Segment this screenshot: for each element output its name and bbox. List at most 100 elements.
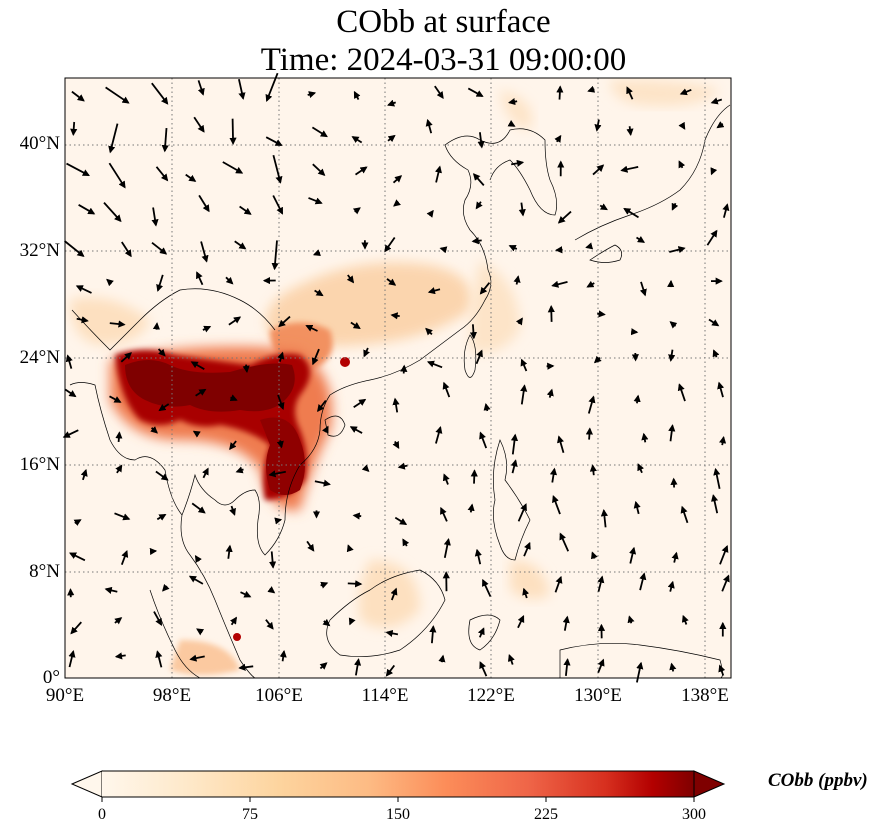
wind-arrow xyxy=(385,629,399,637)
wind-arrow xyxy=(308,197,323,205)
wind-arrow xyxy=(397,462,408,470)
wind-arrow xyxy=(470,469,478,484)
wind-arrow xyxy=(678,160,686,169)
wind-arrow xyxy=(717,381,725,398)
wind-arrow xyxy=(229,505,236,516)
wind-arrow xyxy=(510,433,519,455)
wind-arrow xyxy=(151,207,159,227)
wind-arrow xyxy=(194,554,202,563)
wind-arrow xyxy=(188,575,204,585)
wind-arrow xyxy=(76,316,89,324)
wind-arrow xyxy=(277,351,285,362)
wind-arrow xyxy=(393,199,401,207)
wind-arrow xyxy=(510,459,518,474)
wind-arrow xyxy=(189,654,205,662)
lon-tick-label: 122°E xyxy=(467,685,515,706)
wind-arrow xyxy=(276,440,284,449)
lon-tick-label: 90°E xyxy=(45,685,85,706)
wind-arrow xyxy=(66,162,90,177)
wind-arrow xyxy=(442,473,450,485)
wind-arrow xyxy=(392,175,403,184)
wind-arrow xyxy=(511,159,525,167)
wind-arrow xyxy=(669,321,678,329)
wind-arrow xyxy=(641,432,649,443)
wind-arrow xyxy=(620,165,639,173)
wind-arrow xyxy=(104,586,118,594)
wind-arrow xyxy=(202,325,212,333)
wind-arrow xyxy=(320,581,329,589)
wind-arrow xyxy=(671,202,679,211)
wind-arrow xyxy=(559,532,570,552)
wind-arrow xyxy=(228,316,242,326)
wind-arrow xyxy=(562,615,570,631)
wind-arrow xyxy=(312,249,321,256)
wind-arrow xyxy=(311,348,320,366)
wind-arrow xyxy=(507,654,515,665)
wind-arrow xyxy=(630,328,639,336)
wind-arrow xyxy=(307,91,317,99)
wind-arrow xyxy=(114,652,126,660)
wind-arrow xyxy=(425,118,433,134)
colorbar-label: CObb (ppbv) xyxy=(768,770,868,791)
wind-arrow xyxy=(156,274,164,292)
wind-arrow xyxy=(425,327,433,336)
wind-arrow xyxy=(387,99,397,107)
wind-arrow xyxy=(711,494,719,514)
wind-arrow xyxy=(234,240,247,250)
wind-arrow xyxy=(520,358,528,372)
wind-arrow xyxy=(347,580,363,588)
wind-arrow xyxy=(554,575,563,593)
wind-arrow xyxy=(352,512,362,520)
wind-arrow xyxy=(426,209,434,218)
wind-arrow xyxy=(322,425,329,434)
wind-arrow xyxy=(267,586,276,594)
wind-arrow xyxy=(319,662,328,670)
wind-arrow xyxy=(151,82,169,105)
wind-arrow xyxy=(594,119,602,132)
wind-arrow xyxy=(554,134,562,143)
wind-arrow xyxy=(507,98,518,106)
wind-vectors xyxy=(62,72,730,683)
wind-arrow xyxy=(70,121,78,137)
wind-arrow xyxy=(721,574,730,592)
wind-arrow xyxy=(108,162,126,189)
wind-arrow xyxy=(156,513,167,521)
wind-arrow xyxy=(563,658,571,676)
wind-arrow xyxy=(190,361,205,370)
wind-arrow xyxy=(114,512,131,521)
wind-arrow xyxy=(387,134,396,143)
wind-arrow xyxy=(115,431,123,442)
wind-arrow xyxy=(585,242,594,250)
wind-arrow xyxy=(121,241,132,258)
wind-arrow xyxy=(680,505,689,524)
wind-arrow xyxy=(305,324,318,332)
map-time: Time: 2024-03-31 09:00:00 xyxy=(260,42,627,78)
wind-arrow xyxy=(708,318,720,327)
wind-arrow xyxy=(508,244,518,252)
wind-arrow xyxy=(322,618,331,627)
wind-arrow xyxy=(390,587,398,601)
wind-arrow xyxy=(353,90,361,101)
wind-arrow xyxy=(185,173,197,182)
wind-arrow xyxy=(197,80,205,96)
wind-arrow xyxy=(507,120,516,127)
wind-arrow xyxy=(196,271,204,286)
wind-arrow xyxy=(78,204,96,215)
wind-arrow xyxy=(706,229,718,246)
wind-arrow xyxy=(438,654,446,663)
wind-arrow xyxy=(68,650,76,668)
wind-arrow xyxy=(669,246,686,254)
wind-arrow xyxy=(151,241,168,255)
wind-arrow xyxy=(238,79,246,100)
wind-arrow xyxy=(626,86,634,100)
wind-arrow xyxy=(239,205,252,215)
lat-tick-label: 16°N xyxy=(19,454,60,475)
wind-arrow xyxy=(467,503,475,513)
wind-arrow xyxy=(384,236,396,253)
wind-arrow xyxy=(520,384,528,405)
wind-arrow xyxy=(475,349,483,365)
wind-arrow xyxy=(426,360,443,369)
wind-arrow xyxy=(271,240,279,271)
wind-arrow xyxy=(710,97,723,105)
wind-arrow xyxy=(482,578,492,597)
